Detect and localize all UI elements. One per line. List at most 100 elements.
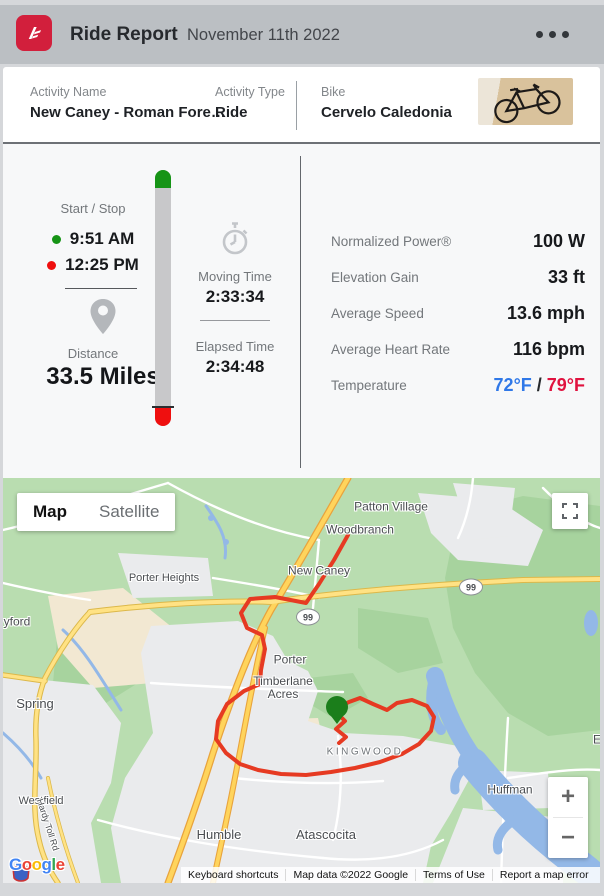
elapsed-time-label: Elapsed Time	[195, 339, 275, 354]
google-logo-letter: o	[31, 855, 42, 874]
slider-start-handle	[155, 170, 171, 188]
metric-value: 100 W	[532, 230, 585, 251]
report-date: November 11th 2022	[187, 26, 340, 44]
divider	[553, 817, 583, 818]
map-town-label: Atascocita	[296, 826, 356, 842]
activity-type-group: Activity Type Ride	[215, 85, 285, 121]
app-logo-icon	[16, 15, 52, 51]
map-attribution-bar: Keyboard shortcuts Map data ©2022 Google…	[181, 867, 600, 883]
distance-label: Distance	[67, 346, 119, 361]
activity-type-label: Activity Type	[215, 85, 285, 99]
temperature-value: 72°F / 79°F	[494, 375, 585, 396]
metric-label: Average Speed	[331, 305, 424, 321]
stop-dot-icon	[47, 260, 57, 270]
map-town-label: Humble	[196, 826, 242, 842]
ride-route	[214, 533, 436, 777]
metric-value: 13.6 mph	[506, 302, 585, 323]
activity-name-label: Activity Name	[30, 85, 107, 99]
map-town-label: Woodbranch	[326, 522, 394, 537]
google-logo-letter: e	[55, 855, 65, 874]
slider-end-handle	[155, 408, 171, 426]
divider	[200, 320, 270, 321]
highway-shield: 99	[459, 578, 483, 596]
google-logo[interactable]: Google	[9, 855, 65, 875]
start-time-row: 9:51 AM	[13, 229, 173, 249]
temperature-end: 79°F	[546, 374, 585, 395]
activity-name-group: Activity Name New Caney - Roman Fore…	[30, 85, 226, 121]
page-title: Ride Report	[70, 24, 178, 45]
bike-value: Cervelo Caledonia	[321, 104, 452, 121]
metric-label: Elevation Gain	[331, 269, 419, 285]
moving-time-value: 2:33:34	[205, 287, 265, 306]
stopwatch-icon	[220, 222, 250, 261]
metric-row-normalized-power: Normalized Power® 100 W	[331, 223, 585, 259]
temperature-separator: /	[531, 374, 547, 395]
metrics-group: Normalized Power® 100 W Elevation Gain 3…	[331, 223, 585, 403]
moving-time-label: Moving Time	[198, 269, 272, 284]
temperature-label: Temperature	[331, 377, 407, 393]
stop-time-row: 12:25 PM	[13, 255, 173, 275]
map-town-label: Porter Heights	[128, 571, 200, 584]
zoom-in-button[interactable]: +	[560, 783, 575, 810]
activity-type-value: Ride	[215, 104, 248, 121]
map-view-button[interactable]: Map	[33, 502, 67, 521]
header: Ride Report November 11th 2022	[0, 5, 604, 64]
location-pin-icon	[75, 297, 131, 342]
google-logo-letter: g	[41, 855, 52, 874]
metric-label: Normalized Power®	[331, 233, 452, 249]
map-town-label: New Caney	[287, 563, 351, 578]
map-town-label: KINGWOOD	[326, 746, 404, 758]
start-dot-icon	[51, 234, 61, 244]
keyboard-shortcuts-button[interactable]: Keyboard shortcuts	[181, 869, 287, 881]
google-logo-letter: o	[21, 855, 32, 874]
highway-shield: 99	[296, 608, 320, 626]
terms-of-use-link[interactable]: Terms of Use	[416, 869, 493, 881]
vertical-divider	[300, 156, 301, 468]
distance-value: 33.5 Miles	[46, 363, 160, 390]
divider	[65, 288, 137, 289]
map-town-label: Spring	[16, 695, 54, 711]
google-logo-letter: G	[9, 855, 22, 874]
stop-time-value: 12:25 PM	[65, 255, 139, 274]
start-time-value: 9:51 AM	[69, 229, 135, 248]
metric-row-average-speed: Average Speed 13.6 mph	[331, 295, 585, 331]
activity-card: Activity Name New Caney - Roman Fore… Ac…	[3, 67, 600, 142]
stats-panel: Start / Stop 9:51 AM 12:25 PM Distance 3…	[3, 142, 600, 479]
fullscreen-button[interactable]	[552, 493, 588, 529]
overflow-menu-icon[interactable]	[528, 5, 577, 64]
map-town-label: E	[592, 732, 600, 747]
fullscreen-icon	[562, 503, 578, 519]
metric-row-temperature: Temperature 72°F / 79°F	[331, 367, 585, 403]
map[interactable]: yford Patton Village Woodbranch New Caney Po…	[3, 478, 600, 883]
map-town-label: yford	[3, 614, 31, 629]
map-town-label: Patton Village	[354, 499, 428, 514]
route-marker-icon	[326, 696, 348, 724]
temperature-start: 72°F	[493, 374, 532, 395]
map-data-text: Map data ©2022 Google	[286, 869, 417, 881]
metric-row-elevation-gain: Elevation Gain 33 ft	[331, 259, 585, 295]
slider-tick	[152, 406, 174, 408]
map-town-label: Westfield	[18, 794, 64, 807]
activity-name-value: New Caney - Roman Fore…	[30, 104, 226, 121]
vertical-divider	[296, 81, 297, 130]
zoom-control: + −	[548, 777, 588, 858]
ride-range-slider	[152, 170, 174, 426]
map-type-control: Map Satellite	[17, 493, 176, 531]
map-town-label: Huffman	[487, 782, 533, 797]
bike-photo	[478, 78, 573, 125]
google-logo-letter: l	[51, 855, 56, 874]
map-town-label: Timberlane Acres	[253, 673, 313, 701]
metric-value: 116 bpm	[512, 338, 585, 359]
metric-value: 33 ft	[547, 266, 585, 287]
elapsed-time-value: 2:34:48	[205, 357, 265, 376]
report-map-error-link[interactable]: Report a map error	[499, 869, 589, 881]
map-town-label: Porter	[273, 652, 307, 667]
metric-row-average-heart-rate: Average Heart Rate 116 bpm	[331, 331, 585, 367]
zoom-out-button[interactable]: −	[560, 824, 575, 851]
bike-group: Bike Cervelo Caledonia	[321, 85, 452, 121]
start-stop-label: Start / Stop	[60, 201, 126, 216]
metric-label: Average Heart Rate	[331, 341, 451, 357]
satellite-view-button[interactable]: Satellite	[99, 502, 160, 521]
slider-track	[155, 170, 171, 426]
